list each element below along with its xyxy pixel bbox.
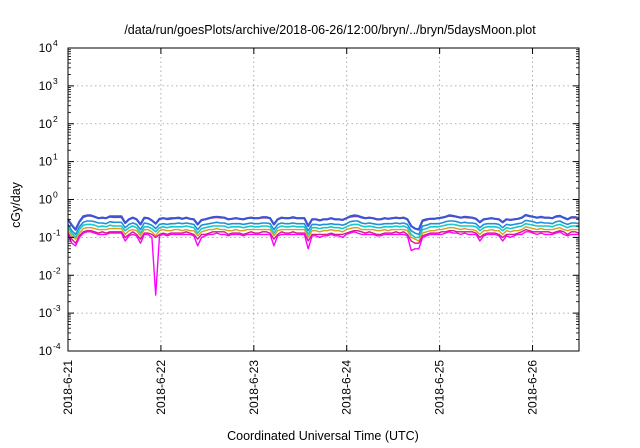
- series-line-7: [67, 231, 579, 296]
- series-line-5: [67, 226, 579, 242]
- y-tick-label: 100: [39, 190, 58, 207]
- x-tick-label: 2018-6-25: [433, 360, 447, 415]
- y-tick-label: 10-4: [39, 341, 61, 358]
- series-line-2: [67, 213, 580, 231]
- x-axis-label: Coordinated Universal Time (UTC): [227, 429, 419, 443]
- y-tick-exponent: 0: [53, 190, 58, 200]
- y-tick-label: 10-2: [39, 265, 61, 282]
- y-tick-label: 104: [39, 38, 58, 55]
- series-line-6: [67, 228, 580, 244]
- y-tick-exponent: 3: [53, 76, 58, 86]
- x-tick-label: 2018-6-23: [247, 360, 261, 415]
- chart-title: /data/run/goesPlots/archive/2018-06-26/1…: [124, 23, 536, 37]
- y-tick-label: 10-1: [39, 227, 61, 244]
- series-group: [67, 213, 580, 296]
- x-tick-label: 2018-6-21: [61, 360, 75, 415]
- y-tick-label: 102: [39, 114, 58, 131]
- y-tick-label: 101: [39, 152, 58, 169]
- y-tick-exponent: -4: [53, 341, 61, 351]
- x-tick-label: 2018-6-24: [340, 360, 354, 415]
- x-tick-label: 2018-6-22: [154, 360, 168, 415]
- y-tick-exponent: -1: [53, 227, 61, 237]
- y-tick-label: 103: [39, 76, 58, 93]
- y-tick-label: 10-3: [39, 303, 61, 320]
- series-line-3: [67, 219, 580, 236]
- y-tick-exponent: 4: [53, 38, 58, 48]
- y-tick-exponent: 1: [53, 152, 58, 162]
- y-axis-label: cGy/day: [9, 181, 23, 228]
- series-line-4: [67, 222, 580, 239]
- y-tick-exponent: -2: [53, 265, 61, 275]
- x-axis: 2018-6-21 2018-6-22 2018-6-23 2018-6-24 2018…: [61, 48, 540, 415]
- y-tick-exponent: -3: [53, 303, 61, 313]
- grid: [68, 48, 579, 351]
- y-tick-exponent: 2: [53, 114, 58, 124]
- x-tick-label: 2018-6-26: [526, 360, 540, 415]
